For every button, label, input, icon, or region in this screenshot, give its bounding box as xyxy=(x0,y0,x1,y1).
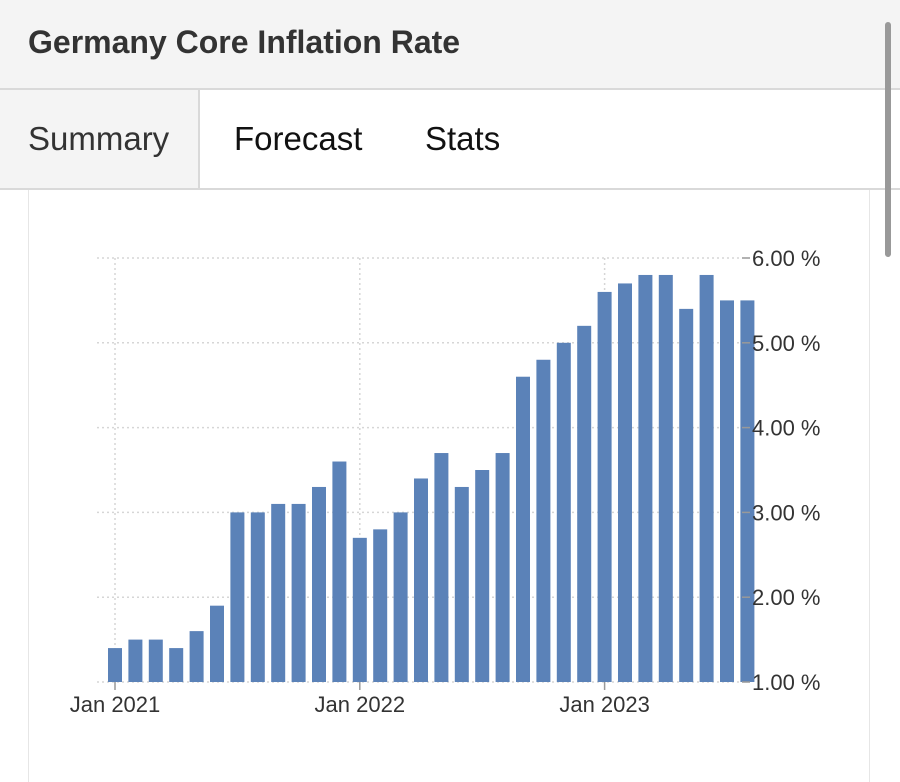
header: Germany Core Inflation Rate xyxy=(0,0,900,90)
bar-2021-10[interactable] xyxy=(291,503,306,682)
tab-forecast[interactable]: Forecast xyxy=(234,120,363,157)
y-tick-label: 6.00 % xyxy=(752,246,821,271)
bar-2022-01[interactable] xyxy=(352,537,367,682)
page-title: Germany Core Inflation Rate xyxy=(28,24,461,60)
bars xyxy=(108,274,755,682)
bar-2021-11[interactable] xyxy=(312,486,326,682)
bar-2022-09[interactable] xyxy=(516,376,530,682)
bar-2023-04[interactable] xyxy=(658,274,673,682)
bar-2023-02[interactable] xyxy=(618,283,632,682)
bar-2021-06[interactable] xyxy=(210,605,224,682)
bar-2023-08[interactable] xyxy=(740,300,755,682)
inflation-bar-chart: 1.00 % 2.00 % 3.00 % 4.00 % 5.00 % 6.00 % Jan… xyxy=(70,246,821,717)
bar-2022-05[interactable] xyxy=(434,453,449,682)
bar-2022-08[interactable] xyxy=(495,453,510,682)
tab-bar: Summary Forecast Stats xyxy=(0,90,900,190)
bar-2022-02[interactable] xyxy=(373,529,388,682)
bar-2022-07[interactable] xyxy=(475,470,490,682)
bar-2023-03[interactable] xyxy=(638,274,653,682)
bar-2021-09[interactable] xyxy=(271,503,286,682)
bar-2021-01[interactable] xyxy=(108,648,122,682)
y-tick-label: 2.00 % xyxy=(752,585,821,610)
bar-2023-06[interactable] xyxy=(699,274,714,682)
bar-2023-07[interactable] xyxy=(720,300,734,682)
scrollbar[interactable] xyxy=(885,22,891,257)
bar-2022-04[interactable] xyxy=(414,478,428,682)
bar-2022-06[interactable] xyxy=(454,486,469,682)
tab-stats[interactable]: Stats xyxy=(425,120,501,157)
bar-2023-05[interactable] xyxy=(679,308,694,682)
tab-summary[interactable]: Summary xyxy=(0,90,200,188)
bar-2021-07[interactable] xyxy=(230,512,245,682)
bar-2021-08[interactable] xyxy=(250,512,265,682)
y-tick-label: 5.00 % xyxy=(752,331,821,356)
y-tick-label: 4.00 % xyxy=(752,416,821,441)
x-axis: Jan 2021 Jan 2022 Jan 2023 xyxy=(70,682,650,717)
bar-2021-12[interactable] xyxy=(332,461,347,682)
bar-2022-11[interactable] xyxy=(556,342,571,682)
y-tick-label: 1.00 % xyxy=(752,670,821,695)
bar-2023-01[interactable] xyxy=(597,291,612,682)
bar-2021-05[interactable] xyxy=(189,631,204,682)
bar-2021-02[interactable] xyxy=(128,639,143,682)
x-tick-label: Jan 2023 xyxy=(559,692,650,717)
x-tick-label: Jan 2022 xyxy=(315,692,406,717)
x-tick-label: Jan 2021 xyxy=(70,692,161,717)
bar-2022-12[interactable] xyxy=(577,325,592,682)
bar-2021-04[interactable] xyxy=(169,648,184,682)
bar-2022-10[interactable] xyxy=(536,359,551,682)
bar-2021-03[interactable] xyxy=(148,639,163,682)
chart-panel xyxy=(28,190,870,782)
y-axis: 1.00 % 2.00 % 3.00 % 4.00 % 5.00 % 6.00 % xyxy=(742,246,821,695)
y-tick-label: 3.00 % xyxy=(752,500,821,525)
bar-2022-03[interactable] xyxy=(393,512,408,682)
